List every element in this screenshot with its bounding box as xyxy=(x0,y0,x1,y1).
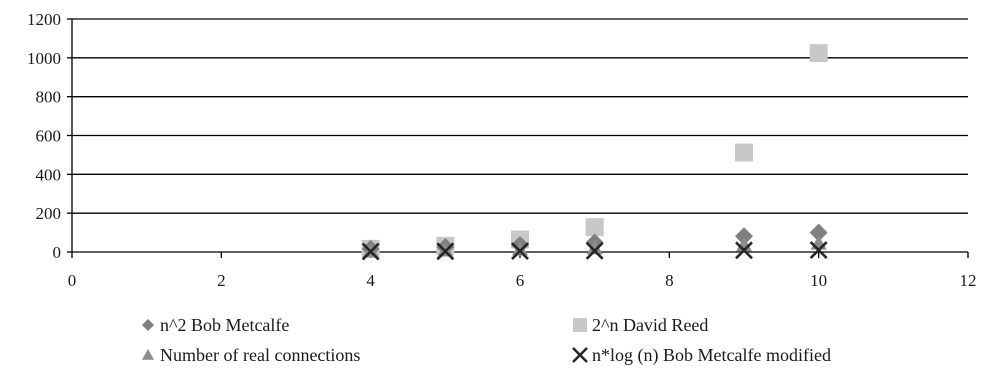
y-tick-label: 600 xyxy=(36,127,62,146)
data-point xyxy=(809,241,828,259)
data-point xyxy=(511,242,529,261)
x-tick-label: 12 xyxy=(960,271,977,290)
legend-label: n*log (n) Bob Metcalfe modified xyxy=(592,345,831,366)
legend-entry: 2^n David Reed xyxy=(573,315,708,335)
y-tick-label: 200 xyxy=(36,204,62,223)
series-1-points xyxy=(361,44,828,258)
y-tick-label: 800 xyxy=(36,88,62,107)
data-point xyxy=(437,242,454,257)
data-point xyxy=(735,227,753,246)
data-point xyxy=(585,218,604,237)
data-point xyxy=(810,235,827,250)
data-point xyxy=(735,241,753,260)
grid-lines xyxy=(72,18,968,253)
data-point xyxy=(361,242,380,261)
x-tick-label: 6 xyxy=(516,271,525,290)
y-axis-ticks: 0 200 400 600 800 1000 1200 xyxy=(27,10,72,262)
diamond-legend-icon xyxy=(142,319,154,331)
data-point xyxy=(585,241,604,260)
x-tick-label: 0 xyxy=(68,271,77,290)
x-tick-label: 8 xyxy=(665,271,674,290)
y-tick-label: 1200 xyxy=(27,10,61,29)
y-tick-label: 0 xyxy=(53,243,62,262)
y-tick-label: 1000 xyxy=(27,49,61,68)
data-point xyxy=(586,239,603,255)
legend-label: n^2 Bob Metcalfe xyxy=(160,315,289,335)
legend-label: Number of real connections xyxy=(160,345,360,365)
square-legend-icon xyxy=(573,318,587,332)
plot-area xyxy=(361,44,828,261)
x-tick-label: 2 xyxy=(217,271,226,290)
legend-entry: n^2 Bob Metcalfe xyxy=(142,315,289,335)
data-point xyxy=(436,242,455,261)
x-axis-ticks: 0 2 4 6 8 10 12 xyxy=(68,252,977,290)
data-point xyxy=(512,241,528,256)
data-point xyxy=(735,143,753,162)
triangle-legend-icon xyxy=(142,349,154,360)
x-legend-icon xyxy=(572,347,588,363)
data-point xyxy=(809,223,828,242)
legend-entry: Number of real connections xyxy=(142,345,360,365)
x-tick-label: 4 xyxy=(366,271,375,290)
legend-label: 2^n David Reed xyxy=(592,315,708,335)
series-3-points xyxy=(361,241,828,261)
data-point xyxy=(809,44,828,63)
y-tick-label: 400 xyxy=(36,165,62,184)
x-tick-label: 10 xyxy=(810,271,827,290)
legend: n^2 Bob Metcalfe 2^n David Reed Number of … xyxy=(142,315,831,366)
legend-entry: n*log (n) Bob Metcalfe modified xyxy=(572,345,831,366)
